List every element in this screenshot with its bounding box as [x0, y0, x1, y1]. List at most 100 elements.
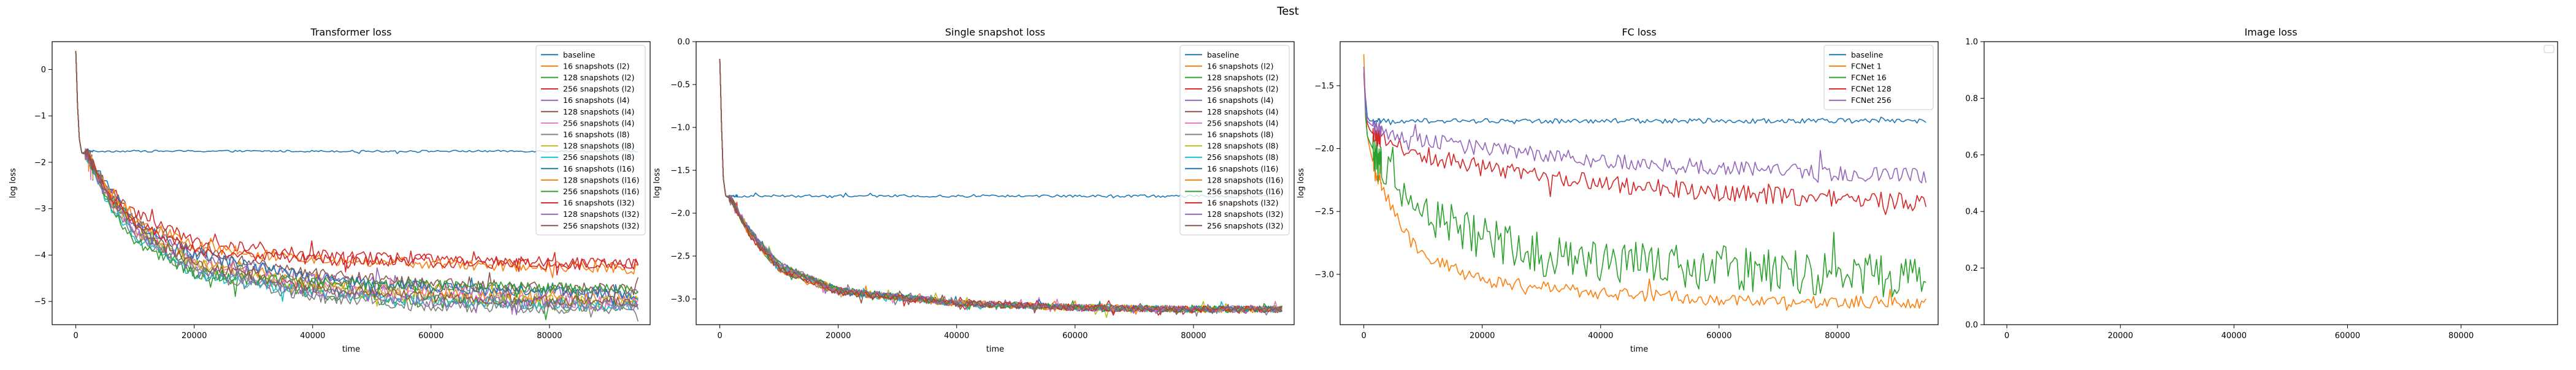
series-line-baseline: [719, 58, 1282, 198]
legend-entry: 16 snapshots (l32): [1207, 198, 1279, 208]
legend-entry: 256 snapshots (l8): [563, 153, 635, 162]
legend-entry: 128 snapshots (l32): [1207, 210, 1283, 219]
y-tick-label: 0.2: [1965, 264, 1978, 273]
subplot-1: 0 20000 40000 60000 80000 −5 −4 −3 −2 −1 0 Transfor…: [9, 26, 651, 354]
x-tick-label: 20000: [1470, 331, 1495, 341]
legend-entry: 128 snapshots (l16): [563, 175, 639, 184]
subplot-2: 0 20000 40000 60000 80000 −3.0 −2.5 −2.0 −1.5 −1.…: [653, 26, 1295, 354]
y-axis-label: log loss: [653, 168, 662, 198]
legend-entry: 128 snapshots (l32): [563, 210, 639, 219]
x-tick-label: 40000: [944, 331, 969, 341]
y-tick-label: −4: [34, 251, 46, 260]
series-line-baseline: [75, 51, 638, 154]
legend-frame: [2543, 45, 2555, 53]
legend-entry: 128 snapshots (l8): [1207, 142, 1279, 151]
legend-entry: 256 snapshots (l32): [1207, 221, 1283, 230]
x-tick-label: 60000: [2335, 331, 2360, 341]
x-tick-label: 20000: [182, 331, 207, 341]
x-tick-label: 20000: [2107, 331, 2133, 341]
x-axis-label: time: [986, 345, 1004, 354]
x-tick-label: 40000: [1588, 331, 1613, 341]
x-tick-label: 0: [1361, 331, 1366, 341]
legend-entry: 128 snapshots (l2): [1207, 73, 1279, 82]
legend-entry: baseline: [1851, 50, 1884, 59]
legend-entry: 128 snapshots (l4): [563, 107, 635, 116]
y-tick-label: 0.0: [677, 38, 690, 47]
axes-frame: [696, 41, 1295, 325]
x-tick-label: 60000: [418, 331, 443, 341]
y-axis-label: log loss: [9, 168, 18, 198]
subplot-3: 0 20000 40000 60000 80000 −3.0 −2.5 −2.0 −1.5 FC …: [1297, 26, 1939, 354]
y-tick-label: 0.0: [1965, 321, 1978, 330]
legend-entry: 128 snapshots (l8): [563, 142, 635, 151]
legend-entry: FCNet 1: [1851, 61, 1882, 70]
legend: baseline 16 snapshots (l2) 128 snapshots (…: [1179, 45, 1290, 236]
legend-entry: FCNet 16: [1851, 73, 1887, 82]
legend: baseline 16 snapshots (l2) 128 snapshots (…: [535, 45, 646, 236]
series-line-fcnet-16: [1363, 67, 1926, 298]
legend-entry: 256 snapshots (l16): [563, 187, 639, 196]
series-group: [1363, 54, 1927, 311]
y-tick-label: −0.5: [670, 81, 690, 90]
y-tick-label: −1.0: [670, 124, 690, 133]
series-group: [719, 58, 1283, 319]
subplot-title: Image loss: [2244, 26, 2297, 38]
x-tick-label: 80000: [537, 331, 562, 341]
legend-entry: 128 snapshots (l4): [1207, 107, 1279, 116]
subplot-title: Transformer loss: [310, 26, 392, 38]
x-tick-label: 40000: [2221, 331, 2247, 341]
legend-entry: 256 snapshots (l32): [563, 221, 639, 230]
legend-frame: [535, 45, 646, 236]
y-tick-label: 1.0: [1965, 38, 1978, 47]
y-tick-label: −2.5: [1314, 208, 1334, 217]
axes-frame: [1340, 41, 1939, 325]
y-axis-label: log loss: [1297, 168, 1306, 198]
x-tick-label: 0: [2004, 331, 2009, 341]
y-tick-label: 0.6: [1965, 151, 1978, 160]
subplot-title: Single snapshot loss: [945, 26, 1045, 38]
legend-entry: 256 snapshots (l2): [1207, 85, 1279, 94]
legend-entry: 256 snapshots (l4): [1207, 118, 1279, 127]
x-tick-label: 60000: [1062, 331, 1087, 341]
legend-entry: 128 snapshots (l16): [1207, 175, 1283, 184]
legend: baseline FCNet 1 FCNet 16 FCNet 128 FCNet 25…: [1823, 45, 1934, 110]
y-tick-label: −3.0: [670, 295, 690, 304]
y-tick-label: −5: [34, 298, 46, 307]
x-tick-label: 80000: [2448, 331, 2474, 341]
x-tick-label: 60000: [1706, 331, 1731, 341]
legend-entry: 16 snapshots (l4): [1207, 96, 1274, 105]
x-tick-label: 20000: [826, 331, 851, 341]
legend-entry: 256 snapshots (l2): [563, 85, 635, 94]
series-line-fcnet-1: [1363, 54, 1926, 311]
legend-entry: baseline: [563, 50, 596, 59]
legend-frame: [1179, 45, 1290, 236]
y-tick-label: −2.0: [1314, 145, 1334, 154]
x-tick-label: 80000: [1825, 331, 1850, 341]
y-tick-label: −2: [34, 158, 46, 167]
legend-entry: 16 snapshots (l32): [563, 198, 635, 208]
x-tick-label: 0: [717, 331, 722, 341]
x-tick-label: 40000: [300, 331, 325, 341]
y-tick-label: −2.0: [670, 210, 690, 219]
series-line-256-snapshots-l32: [75, 51, 638, 308]
legend-entry: FCNet 128: [1851, 85, 1892, 94]
legend-frame: [1823, 45, 1934, 110]
legend-entry: 256 snapshots (l16): [1207, 187, 1283, 196]
axes-frame: [52, 41, 651, 325]
legend-entry: 16 snapshots (l2): [563, 61, 630, 70]
legend-entry: 256 snapshots (l8): [1207, 153, 1279, 162]
figure-title: Test: [1277, 5, 1299, 18]
legend-entry: 256 snapshots (l4): [563, 118, 635, 127]
y-tick-label: 0: [41, 66, 46, 75]
plot-area: [1984, 42, 2558, 325]
legend-entry: 16 snapshots (l8): [1207, 130, 1274, 139]
legend-entry: 16 snapshots (l4): [563, 96, 630, 105]
legend-entry: 16 snapshots (l16): [563, 164, 635, 173]
series-line-fcnet-256: [1363, 67, 1927, 184]
x-tick-label: 80000: [1181, 331, 1206, 341]
y-tick-label: −1.5: [1314, 81, 1334, 91]
legend-entry: FCNet 256: [1851, 96, 1892, 105]
legend-entry: 16 snapshots (l16): [1207, 164, 1279, 173]
subplot-4: 0 20000 40000 60000 80000 0.0 0.2 0.4 0.6 0.8 1.0 I…: [1965, 26, 2558, 341]
